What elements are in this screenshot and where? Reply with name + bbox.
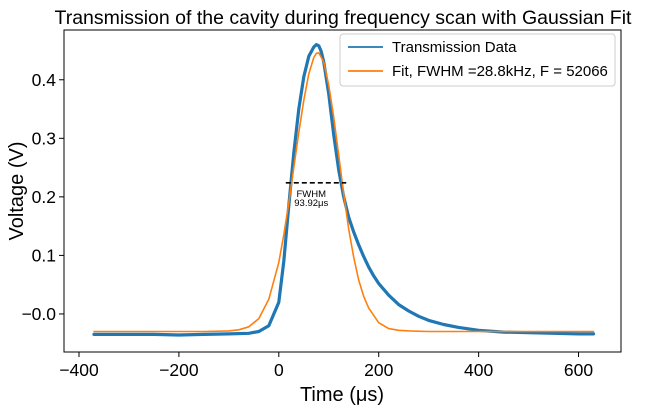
fwhm-label: FWHM bbox=[297, 189, 327, 200]
x-tick-label: 400 bbox=[464, 360, 493, 380]
y-tick-label: 0.1 bbox=[32, 245, 56, 265]
y-tick-label: 0.2 bbox=[32, 187, 56, 207]
x-tick-label: 0 bbox=[274, 360, 284, 380]
y-tick-label: 0.3 bbox=[32, 128, 56, 148]
x-axis-label: Time (μs) bbox=[300, 384, 384, 406]
legend-box bbox=[339, 33, 616, 87]
legend-label-transmission: Transmission Data bbox=[392, 39, 517, 56]
y-tick-label: 0.4 bbox=[32, 70, 57, 90]
legend: Transmission Data Fit, FWHM =28.8kHz, F … bbox=[339, 33, 616, 87]
x-tick-label: 200 bbox=[364, 360, 393, 380]
x-tick-label: −400 bbox=[59, 360, 99, 380]
y-tick-label: −0.0 bbox=[21, 304, 56, 324]
fwhm-value-label: 93.92μs bbox=[294, 198, 328, 209]
y-axis-label: Voltage (V) bbox=[6, 142, 28, 241]
plot-frame bbox=[63, 29, 622, 353]
x-tick-label: −200 bbox=[159, 360, 199, 380]
chart-title: Transmission of the cavity during freque… bbox=[55, 7, 633, 29]
series-transmission-line bbox=[92, 42, 596, 337]
x-tick-label: 600 bbox=[564, 360, 593, 380]
series-fit-line bbox=[93, 51, 595, 333]
legend-label-fit: Fit, FWHM =28.8kHz, F = 52066 bbox=[392, 63, 608, 80]
